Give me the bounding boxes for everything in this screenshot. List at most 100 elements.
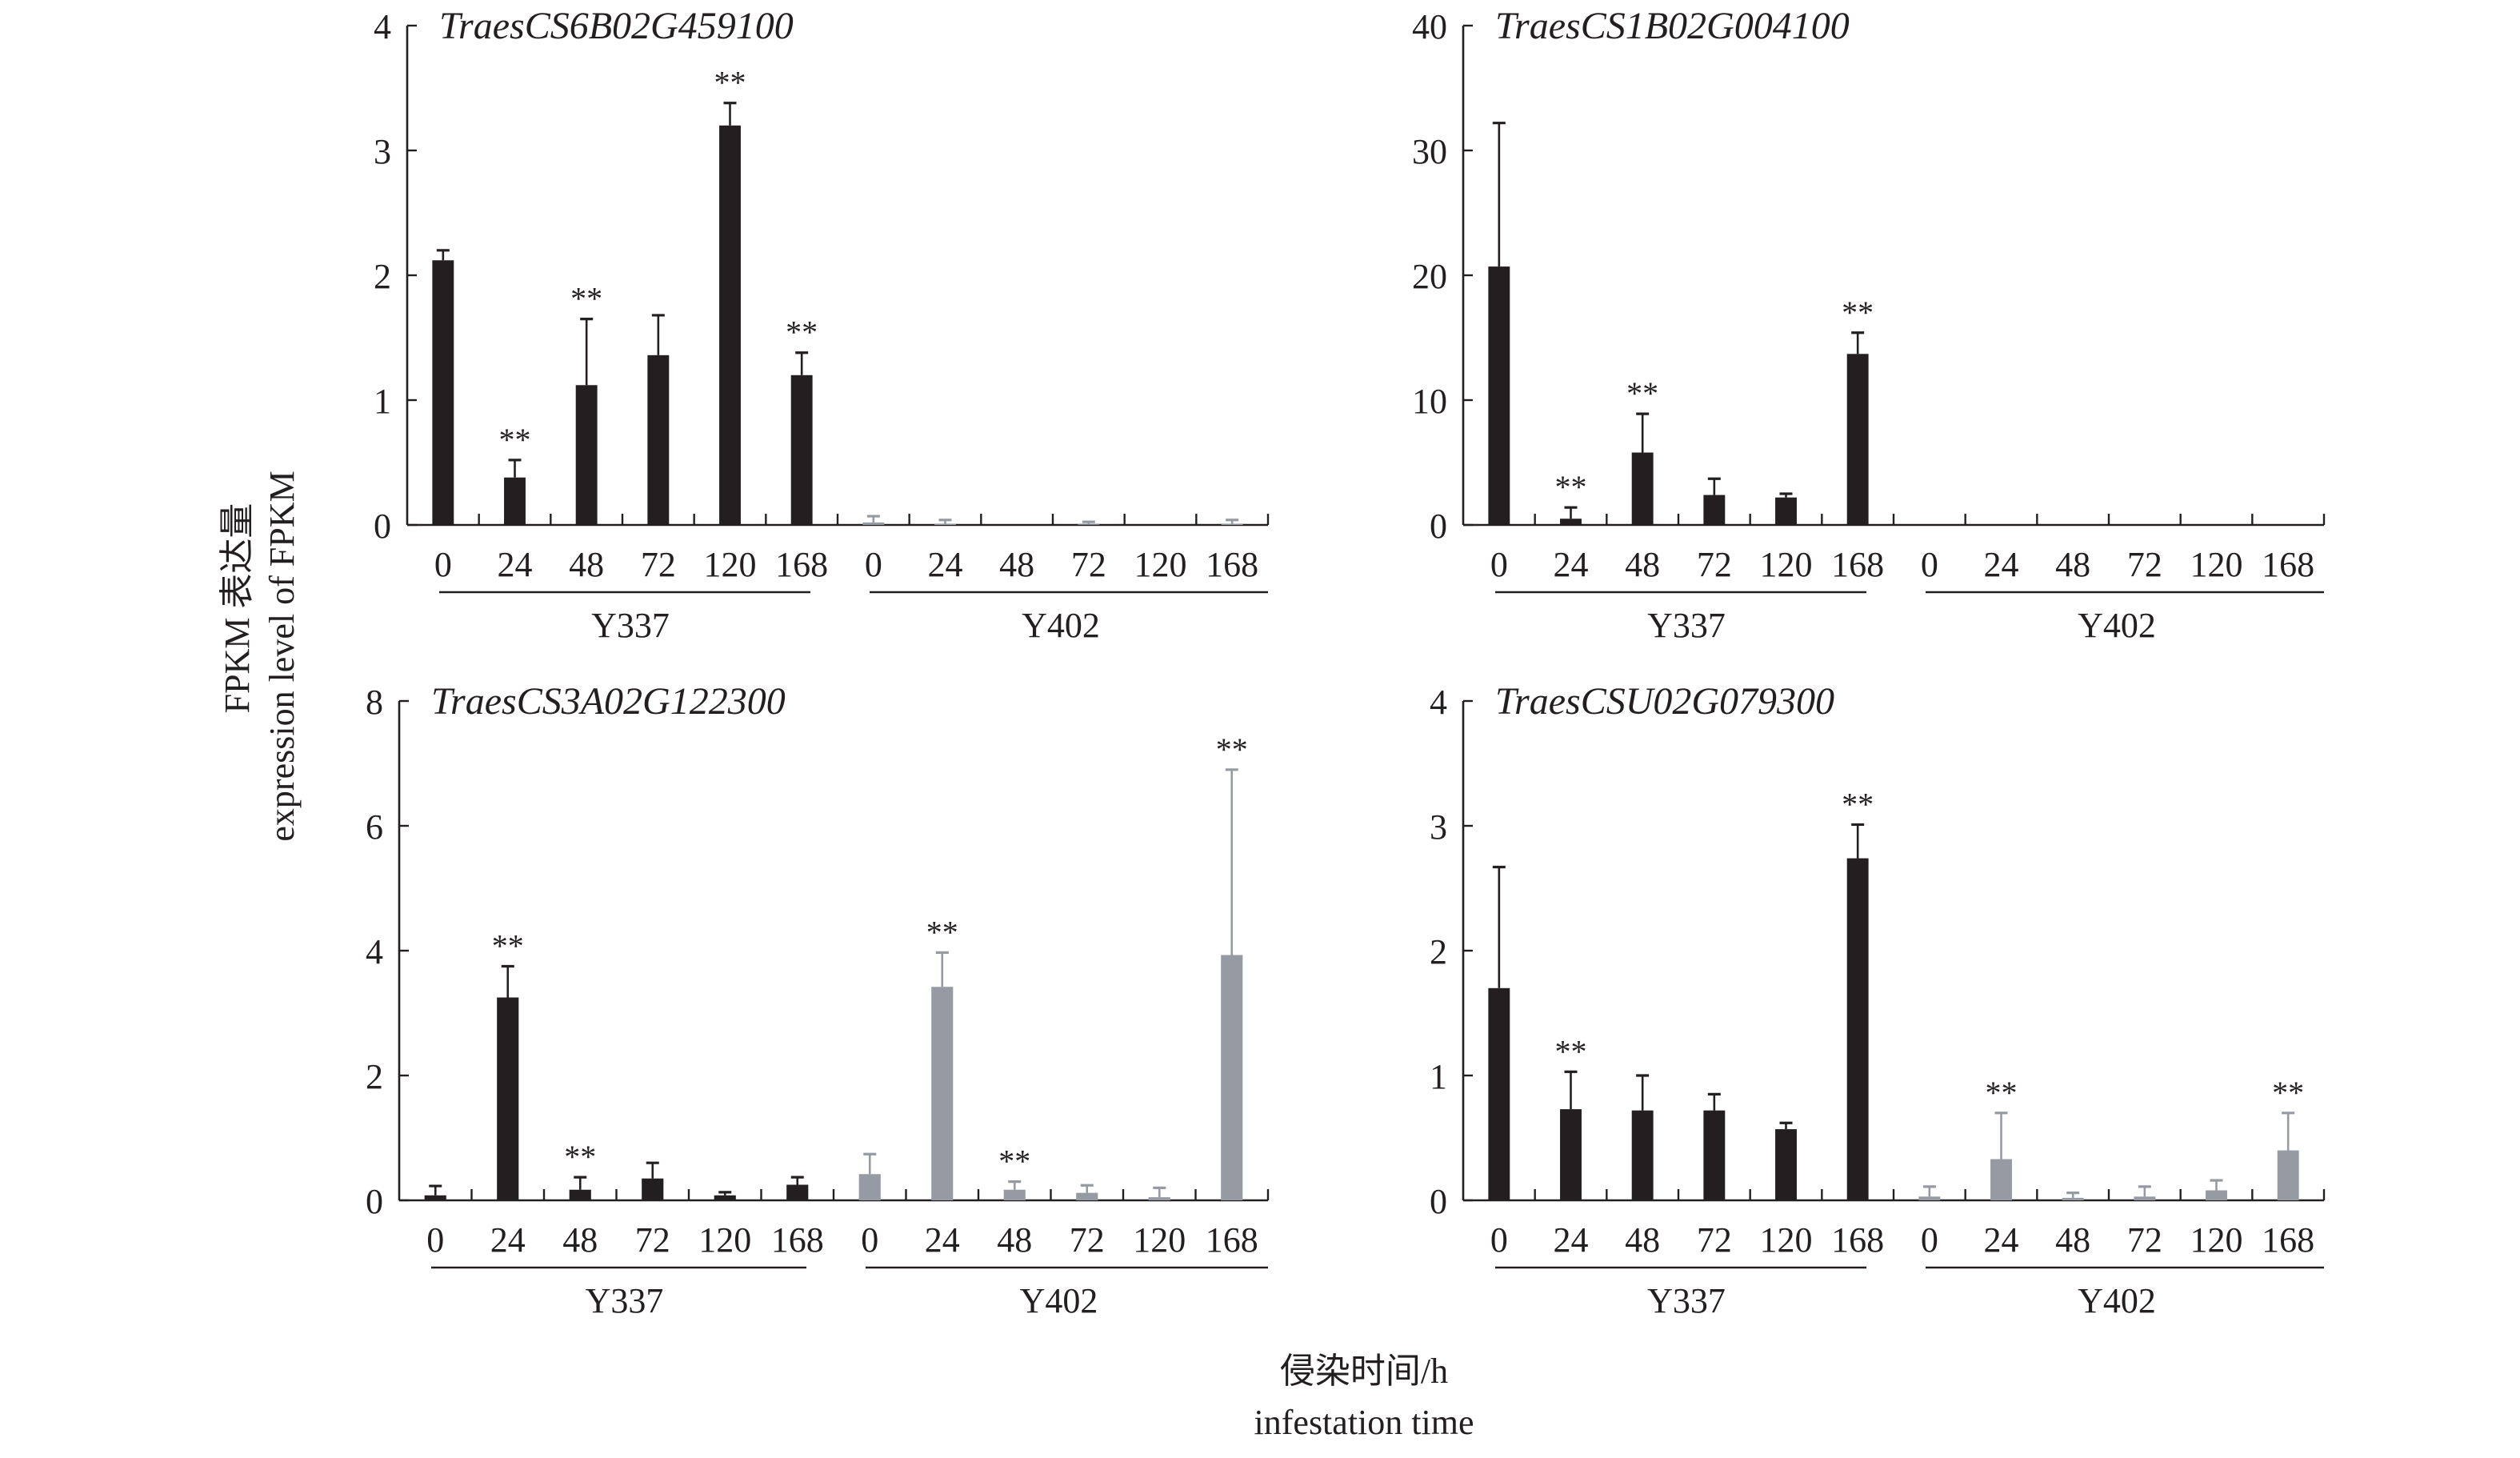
- bar: [424, 1195, 446, 1200]
- bar: [1990, 1159, 2012, 1200]
- x-tick-label: 48: [999, 545, 1034, 584]
- y-tick-label: 4: [374, 7, 391, 46]
- bar: [1631, 452, 1654, 525]
- x-tick-label: 168: [1206, 1220, 1258, 1260]
- y-tick-label: 1: [1430, 1057, 1447, 1096]
- bar: [1078, 524, 1100, 525]
- y-tick-label: 3: [374, 132, 391, 171]
- group-label: Y337: [591, 606, 670, 645]
- x-tick-label: 168: [1831, 545, 1884, 584]
- bar: [647, 354, 670, 525]
- x-tick-label: 0: [861, 1220, 878, 1260]
- x-axis-label-en: infestation time: [1254, 1403, 1474, 1442]
- y-tick-label: 30: [1412, 132, 1447, 171]
- y-tick-label: 2: [374, 257, 391, 296]
- significance-marker: **: [2272, 1075, 2304, 1111]
- y-tick-label: 10: [1412, 382, 1447, 421]
- y-tick-label: 0: [366, 1182, 383, 1221]
- x-tick-label: 0: [434, 545, 452, 584]
- bar: [2062, 1197, 2084, 1200]
- x-tick-label: 72: [2127, 545, 2162, 584]
- x-tick-label: 120: [2190, 545, 2243, 584]
- x-tick-label: 48: [1625, 545, 1660, 584]
- x-tick-label: 0: [1490, 545, 1508, 584]
- x-tick-label: 48: [997, 1220, 1032, 1260]
- x-tick-label: 72: [1697, 1220, 1732, 1260]
- x-tick-label: 24: [1554, 545, 1589, 584]
- group-label: Y402: [1020, 1281, 1098, 1320]
- x-tick-label: 72: [1071, 545, 1106, 584]
- significance-marker: **: [786, 314, 818, 350]
- bar: [1775, 1129, 1797, 1200]
- x-tick-label: 120: [704, 545, 757, 584]
- bar: [1221, 523, 1243, 525]
- chart-panel: 0 1 2 3 4 TraesCS6B02G459100 0 ** 24 ** 48 72 ** 120 *…: [374, 5, 1270, 645]
- bar: [1221, 955, 1243, 1200]
- bar: [934, 523, 956, 525]
- x-tick-label: 24: [925, 1220, 960, 1260]
- x-tick-label: 120: [698, 1220, 751, 1260]
- x-tick-label: 120: [2190, 1220, 2243, 1260]
- group-label: Y337: [1647, 606, 1726, 645]
- x-tick-label: 168: [2262, 545, 2314, 584]
- significance-marker: **: [1842, 786, 1874, 822]
- bar: [432, 260, 454, 525]
- y-tick-label: 0: [374, 507, 391, 546]
- x-tick-label: 0: [1921, 1220, 1938, 1260]
- group-label: Y402: [2078, 606, 2156, 645]
- y-tick-label: 40: [1412, 7, 1447, 46]
- y-tick-label: 1: [374, 382, 391, 421]
- bar: [719, 125, 741, 526]
- bar: [714, 1195, 736, 1200]
- x-tick-label: 48: [569, 545, 604, 584]
- bar: [497, 997, 519, 1200]
- significance-marker: **: [1555, 469, 1587, 505]
- x-tick-label: 72: [641, 545, 676, 584]
- y-tick-label: 2: [366, 1057, 383, 1096]
- x-tick-label: 48: [2055, 1220, 2090, 1260]
- bar: [858, 1174, 881, 1200]
- chart-title: TraesCS6B02G459100: [439, 5, 794, 47]
- x-tick-label: 24: [1554, 1220, 1589, 1260]
- group-label: Y402: [1022, 606, 1100, 645]
- bar: [1488, 987, 1510, 1200]
- chart-title: TraesCS3A02G122300: [431, 680, 786, 723]
- x-tick-label: 120: [1133, 1220, 1186, 1260]
- bar: [1560, 1109, 1582, 1200]
- chart-title: TraesCSU02G079300: [1495, 680, 1834, 723]
- bar: [1918, 1196, 1941, 1200]
- significance-marker: **: [1626, 375, 1658, 411]
- x-tick-label: 120: [1134, 545, 1187, 584]
- y-tick-label: 8: [366, 683, 383, 722]
- significance-marker: **: [1216, 731, 1248, 767]
- significance-marker: **: [926, 914, 958, 950]
- x-tick-label: 72: [1070, 1220, 1105, 1260]
- x-tick-label: 24: [928, 545, 963, 584]
- y-tick-label: 20: [1412, 257, 1447, 296]
- bar: [1775, 497, 1797, 525]
- x-tick-label: 168: [1831, 1220, 1884, 1260]
- chart-title: TraesCS1B02G004100: [1495, 5, 1850, 47]
- bar: [1846, 858, 1869, 1200]
- bar: [642, 1178, 664, 1200]
- chart-panel: 0 10 20 30 40 TraesCS1B02G004100 0 ** 24 ** 48 72 12…: [1412, 5, 2326, 645]
- bar: [862, 522, 885, 525]
- x-tick-label: 24: [1984, 1220, 2019, 1260]
- x-tick-label: 168: [2262, 1220, 2314, 1260]
- x-tick-label: 0: [1921, 545, 1938, 584]
- significance-marker: **: [1986, 1075, 2018, 1111]
- bar: [2134, 1196, 2156, 1200]
- y-axis-label-cn: FPKM 表达量: [218, 503, 257, 714]
- bar: [2206, 1190, 2227, 1200]
- x-tick-label: 24: [1984, 545, 2019, 584]
- x-tick-label: 0: [426, 1220, 444, 1260]
- bar: [790, 375, 813, 525]
- group-label: Y337: [586, 1281, 664, 1320]
- significance-marker: **: [714, 65, 746, 101]
- x-tick-label: 72: [635, 1220, 670, 1260]
- y-tick-label: 0: [1430, 507, 1447, 546]
- bar: [1076, 1192, 1098, 1200]
- y-tick-label: 6: [366, 807, 383, 847]
